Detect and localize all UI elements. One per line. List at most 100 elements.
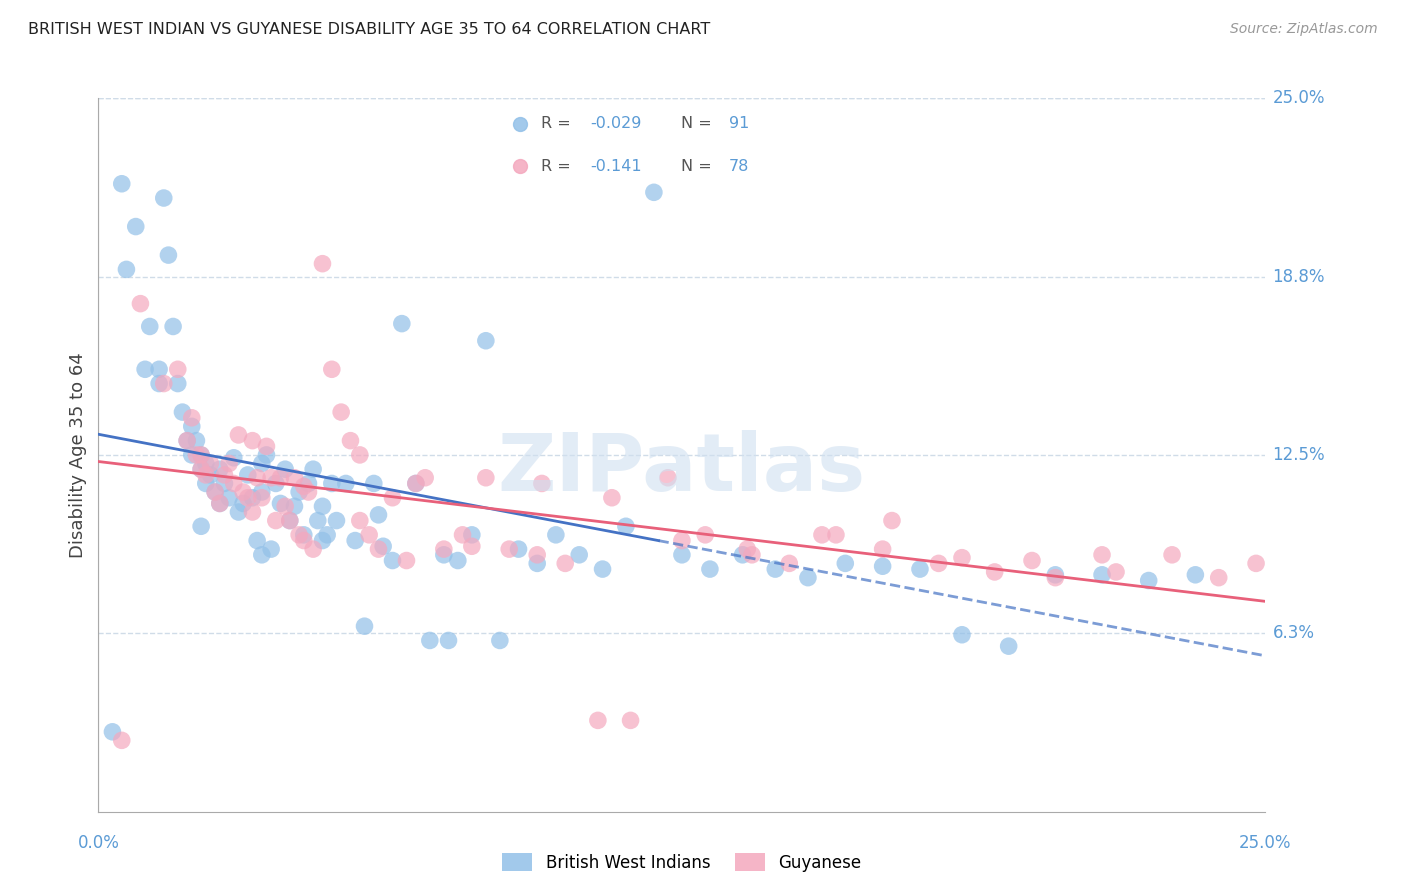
Text: 25.0%: 25.0% xyxy=(1239,834,1292,852)
Legend: British West Indians, Guyanese: British West Indians, Guyanese xyxy=(495,847,869,879)
Point xyxy=(311,500,333,514)
Point xyxy=(643,186,665,200)
Point xyxy=(405,476,427,491)
Point xyxy=(433,548,456,562)
Point xyxy=(699,562,721,576)
Point xyxy=(381,553,404,567)
Point xyxy=(349,448,371,462)
Point xyxy=(330,405,353,419)
Point xyxy=(475,471,498,485)
Point xyxy=(125,219,148,234)
Point xyxy=(381,491,404,505)
Point xyxy=(461,539,484,553)
Point xyxy=(129,296,152,310)
Point xyxy=(311,257,333,271)
Point xyxy=(214,476,236,491)
Point xyxy=(1184,567,1206,582)
Text: ZIPatlas: ZIPatlas xyxy=(498,430,866,508)
Point xyxy=(180,419,202,434)
Point xyxy=(190,448,212,462)
Point xyxy=(242,491,264,505)
Point xyxy=(1244,557,1267,571)
Text: 0.0%: 0.0% xyxy=(77,834,120,852)
Point xyxy=(139,319,162,334)
Point xyxy=(600,491,623,505)
Point xyxy=(447,553,470,567)
Point xyxy=(451,528,474,542)
Point xyxy=(395,553,418,567)
Point xyxy=(246,533,269,548)
Point xyxy=(1045,567,1067,582)
Point xyxy=(208,496,231,510)
Point xyxy=(190,462,212,476)
Point xyxy=(260,471,283,485)
Point xyxy=(274,462,297,476)
Point xyxy=(176,434,198,448)
Point xyxy=(256,448,278,462)
Point xyxy=(880,514,903,528)
Point xyxy=(349,514,371,528)
Point xyxy=(204,485,226,500)
Text: BRITISH WEST INDIAN VS GUYANESE DISABILITY AGE 35 TO 64 CORRELATION CHART: BRITISH WEST INDIAN VS GUYANESE DISABILI… xyxy=(28,22,710,37)
Point xyxy=(353,619,375,633)
Text: 18.8%: 18.8% xyxy=(1272,268,1324,285)
Point xyxy=(928,557,950,571)
Point xyxy=(250,485,273,500)
Point xyxy=(1137,574,1160,588)
Point xyxy=(741,548,763,562)
Point xyxy=(208,496,231,510)
Point xyxy=(236,467,259,482)
Point xyxy=(1091,548,1114,562)
Point xyxy=(1161,548,1184,562)
Point xyxy=(405,476,427,491)
Point xyxy=(419,633,441,648)
Point xyxy=(461,528,484,542)
Point xyxy=(288,485,311,500)
Point xyxy=(498,542,520,557)
Point xyxy=(200,457,222,471)
Point xyxy=(264,514,287,528)
Text: R =: R = xyxy=(541,159,576,174)
Point xyxy=(283,500,305,514)
Text: Source: ZipAtlas.com: Source: ZipAtlas.com xyxy=(1230,22,1378,37)
Point xyxy=(1021,553,1043,567)
Text: 12.5%: 12.5% xyxy=(1272,446,1324,464)
Point xyxy=(302,542,325,557)
Point xyxy=(283,471,305,485)
Point xyxy=(278,514,301,528)
Point xyxy=(489,633,512,648)
Point xyxy=(111,177,134,191)
Point xyxy=(256,439,278,453)
Point xyxy=(825,528,848,542)
Point xyxy=(214,467,236,482)
Point xyxy=(614,519,637,533)
Point xyxy=(111,733,134,747)
Point xyxy=(344,533,367,548)
Point xyxy=(391,317,413,331)
Point xyxy=(148,362,170,376)
Point xyxy=(297,476,319,491)
Point xyxy=(194,476,217,491)
Point xyxy=(475,334,498,348)
Point xyxy=(763,562,786,576)
Point xyxy=(292,528,315,542)
Point xyxy=(544,528,567,542)
Point xyxy=(908,562,931,576)
Point xyxy=(232,485,254,500)
Text: N =: N = xyxy=(681,159,717,174)
Point xyxy=(101,724,124,739)
Point xyxy=(172,405,194,419)
Point xyxy=(509,117,531,131)
Point xyxy=(176,434,198,448)
Point xyxy=(200,467,222,482)
Text: 91: 91 xyxy=(728,116,749,131)
Point xyxy=(509,159,531,173)
Point xyxy=(586,714,609,728)
Y-axis label: Disability Age 35 to 64: Disability Age 35 to 64 xyxy=(69,352,87,558)
Point xyxy=(950,550,973,565)
Point xyxy=(872,559,894,574)
Point xyxy=(526,548,548,562)
Point xyxy=(367,508,389,522)
Point xyxy=(242,505,264,519)
Point xyxy=(983,565,1005,579)
